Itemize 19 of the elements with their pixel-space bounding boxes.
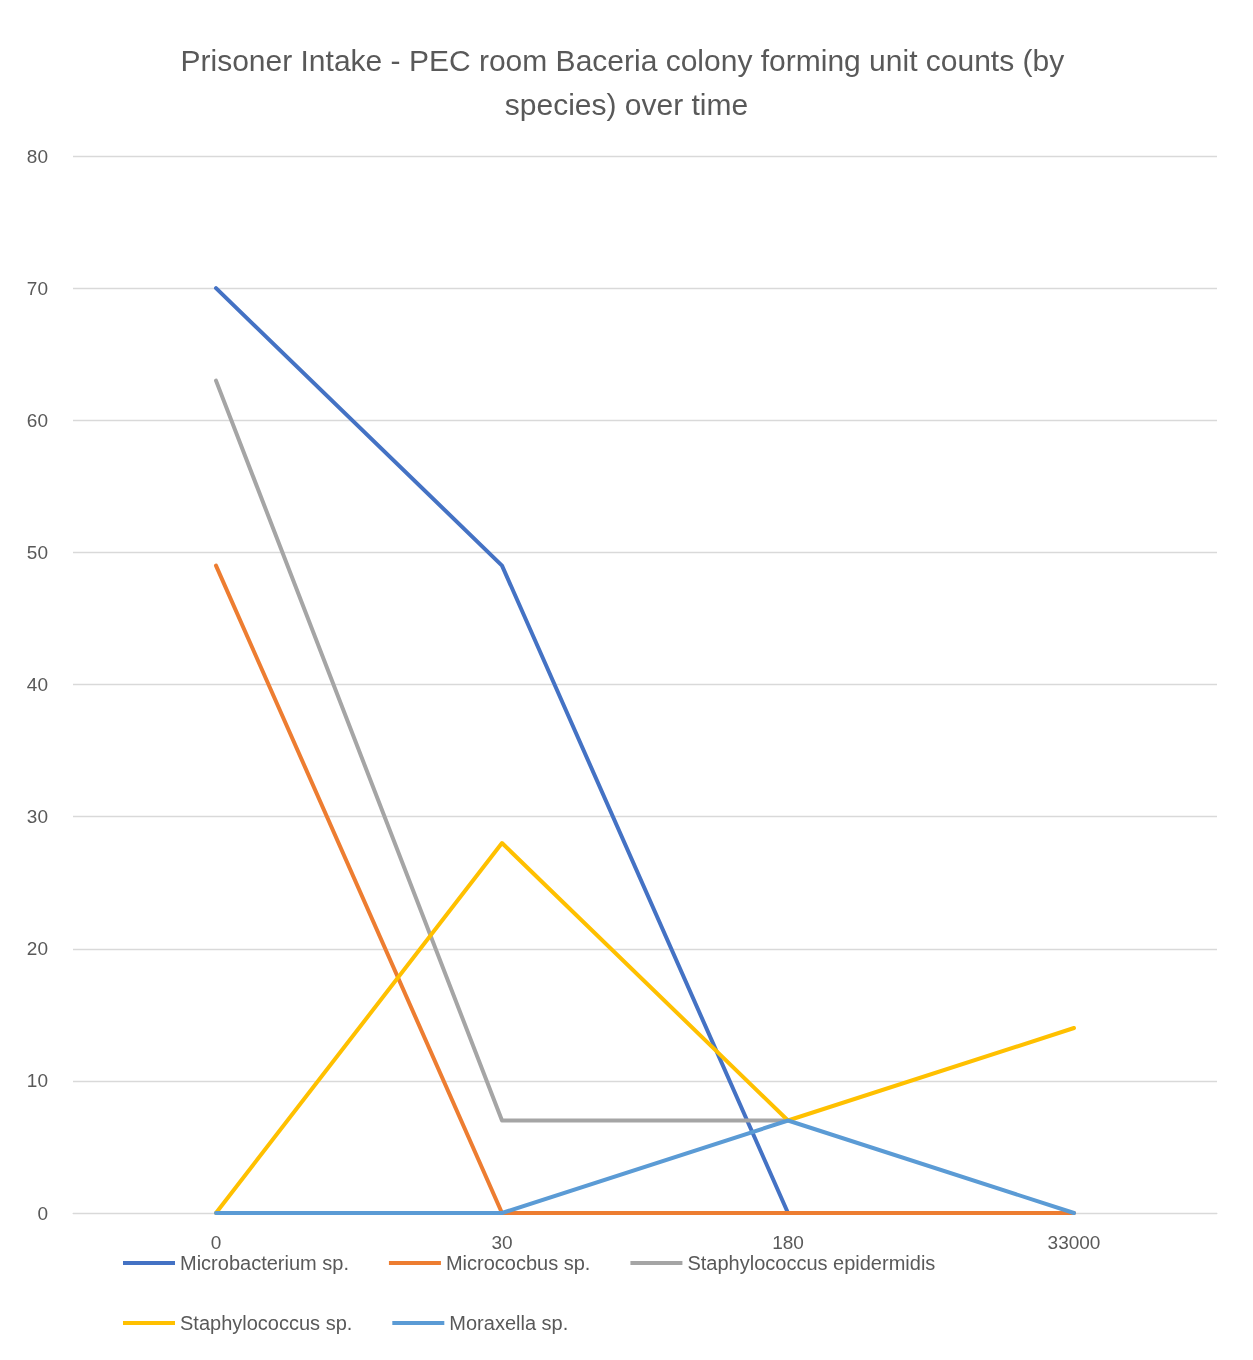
y-tick-label: 30 bbox=[26, 806, 48, 828]
legend-label: Staphylococcus sp. bbox=[180, 1312, 353, 1334]
x-tick-label: 30 bbox=[491, 1232, 513, 1253]
legend-label: Staphylococcus epidermidis bbox=[687, 1252, 936, 1274]
y-tick-label: 10 bbox=[26, 1070, 48, 1092]
y-tick-label: 80 bbox=[26, 145, 48, 167]
y-tick-label: 50 bbox=[26, 541, 48, 563]
y-tick-label: 0 bbox=[37, 1202, 48, 1224]
chart-title: Prisoner Intake - PEC room Baceria colony forming unit counts (by species) over time bbox=[180, 43, 1073, 121]
y-tick-label: 60 bbox=[26, 409, 48, 431]
y-tick-label: 70 bbox=[26, 277, 48, 299]
legend-label: Moraxella sp. bbox=[449, 1312, 569, 1334]
legend-label: Micrococbus sp. bbox=[445, 1252, 591, 1274]
y-tick-label: 20 bbox=[26, 938, 48, 960]
x-tick-label: 0 bbox=[210, 1232, 222, 1253]
x-tick-label: 180 bbox=[772, 1232, 804, 1253]
legend-label: Microbacterium sp. bbox=[180, 1252, 349, 1274]
y-tick-label: 40 bbox=[26, 674, 48, 695]
x-tick-label: 33000 bbox=[1047, 1232, 1101, 1253]
